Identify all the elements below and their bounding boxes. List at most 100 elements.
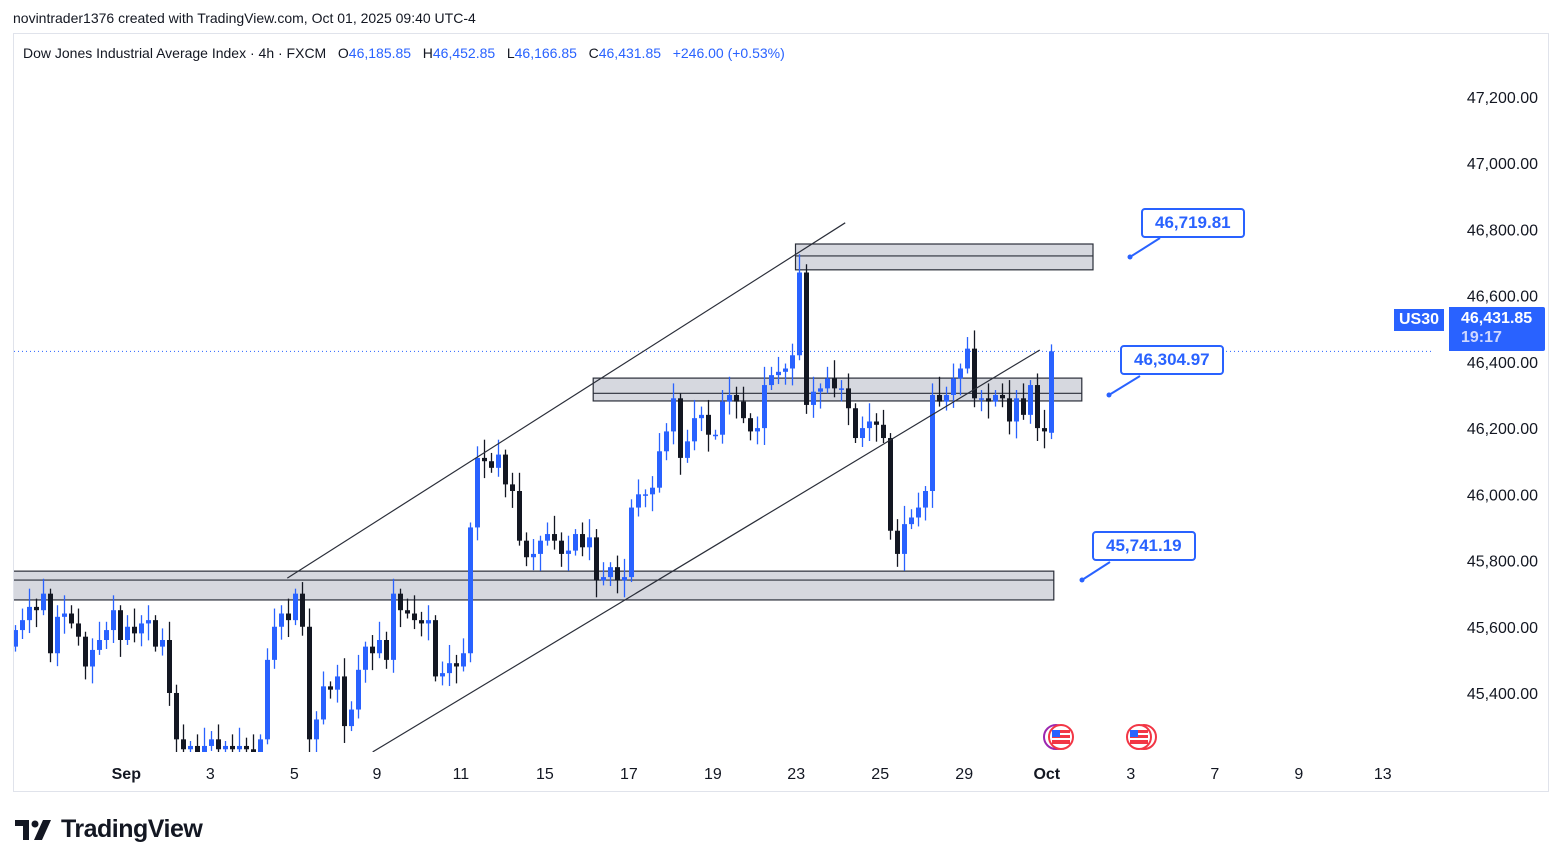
symbol-title[interactable]: Dow Jones Industrial Average Index · 4h …	[23, 45, 327, 61]
price-axis-label: 46,400.00	[1467, 355, 1538, 372]
candle-body	[804, 272, 809, 405]
candle-body	[328, 686, 333, 690]
candle-body	[454, 663, 459, 667]
price-axis-label: 46,200.00	[1467, 421, 1538, 438]
candle-body	[972, 348, 977, 399]
candle-body	[118, 610, 123, 641]
chart-credit: novintrader1376 created with TradingView…	[13, 10, 476, 26]
candle-body	[244, 745, 249, 750]
candle-body	[545, 534, 550, 541]
candle-body	[412, 613, 417, 621]
candle-body	[433, 620, 438, 677]
candle-body	[923, 491, 928, 508]
candle-body	[321, 686, 326, 720]
candle-body	[832, 378, 837, 389]
candle-body	[762, 385, 767, 429]
candle-body	[538, 540, 543, 554]
price-axis-label: 45,400.00	[1467, 686, 1538, 703]
candle-body	[69, 613, 74, 624]
candle-body	[1014, 398, 1019, 422]
candle-body	[860, 428, 865, 439]
candle-body	[48, 593, 53, 654]
candle-body	[223, 745, 228, 750]
candle-body	[272, 626, 277, 660]
candle-body	[608, 567, 613, 578]
candle-body	[755, 428, 760, 432]
candle-body	[706, 414, 711, 435]
candle-body	[76, 623, 81, 637]
price-axis-label: 47,000.00	[1467, 156, 1538, 173]
candle-body	[489, 461, 494, 468]
candle-body	[790, 355, 795, 369]
candle-body	[839, 388, 844, 390]
candle-body	[1035, 385, 1040, 429]
callout-pointer	[1129, 237, 1161, 258]
candle-body	[237, 745, 242, 750]
candle-body	[111, 610, 116, 631]
last-price: 46,431.85	[1461, 310, 1533, 327]
candle-body	[965, 348, 970, 369]
price-callout-middle[interactable]: 46,304.97	[1120, 345, 1224, 375]
candle-body	[552, 534, 557, 541]
callout-pointer	[1108, 375, 1141, 396]
candle-body	[699, 414, 704, 419]
tradingview-logo[interactable]: TradingView	[15, 815, 203, 844]
candle-body	[181, 739, 186, 750]
high-value: 46,452.85	[432, 45, 496, 61]
candle-body	[622, 577, 627, 581]
candle-body	[916, 507, 921, 518]
time-axis-label: 7	[1210, 766, 1219, 783]
candle-body	[293, 593, 298, 621]
candle-body	[818, 388, 823, 392]
time-axis-label: 23	[787, 766, 805, 783]
close-label: C	[588, 45, 599, 61]
candle-body	[258, 739, 263, 752]
candle-body	[104, 630, 109, 641]
open-label: O	[337, 45, 349, 61]
candle-body	[580, 534, 585, 548]
plot-area[interactable]	[13, 222, 1440, 770]
price-callout-bottom[interactable]: 45,741.19	[1092, 531, 1196, 561]
callout-pointer	[1081, 561, 1111, 581]
candle-body	[146, 620, 151, 624]
symbol-price-tag: US30	[1394, 309, 1444, 331]
candle-body	[643, 494, 648, 496]
time-axis-label: 9	[372, 766, 381, 783]
price-axis-label: 47,200.00	[1467, 90, 1538, 107]
candle-body	[307, 626, 312, 740]
candle-body	[888, 438, 893, 531]
candle-body	[615, 567, 620, 581]
candle-body	[195, 745, 200, 752]
candle-body	[461, 653, 466, 667]
channel-trendline	[286, 222, 846, 579]
price-callout-top[interactable]: 46,719.81	[1141, 208, 1245, 238]
us-flag-icon[interactable]	[1042, 723, 1074, 751]
close-value: 46,431.85	[598, 45, 662, 61]
candle-body	[265, 659, 270, 740]
candle-body	[174, 692, 179, 740]
candle-body	[720, 401, 725, 435]
candle-body	[55, 616, 60, 654]
candle-body	[692, 418, 697, 442]
callout-anchor-dot	[1106, 392, 1112, 398]
candle-body	[629, 507, 634, 578]
candle-body	[930, 394, 935, 492]
candle-body	[650, 487, 655, 495]
us-flag-icon[interactable]	[1124, 723, 1157, 751]
candle-body	[335, 676, 340, 690]
candle-body	[1042, 428, 1047, 432]
candle-body	[713, 434, 718, 437]
candle-body	[601, 577, 606, 581]
time-axis-label: 17	[620, 766, 638, 783]
time-axis-label: 9	[1294, 766, 1303, 783]
symbol-legend: Dow Jones Industrial Average Index · 4h …	[23, 45, 785, 61]
candle-body	[391, 593, 396, 660]
candle-body	[83, 636, 88, 667]
candle-body	[132, 626, 137, 634]
support-resistance-zone	[592, 377, 1083, 402]
candle-body	[958, 368, 963, 379]
chart-frame	[13, 33, 1549, 792]
candle-body	[20, 620, 25, 631]
candle-body	[664, 431, 669, 452]
